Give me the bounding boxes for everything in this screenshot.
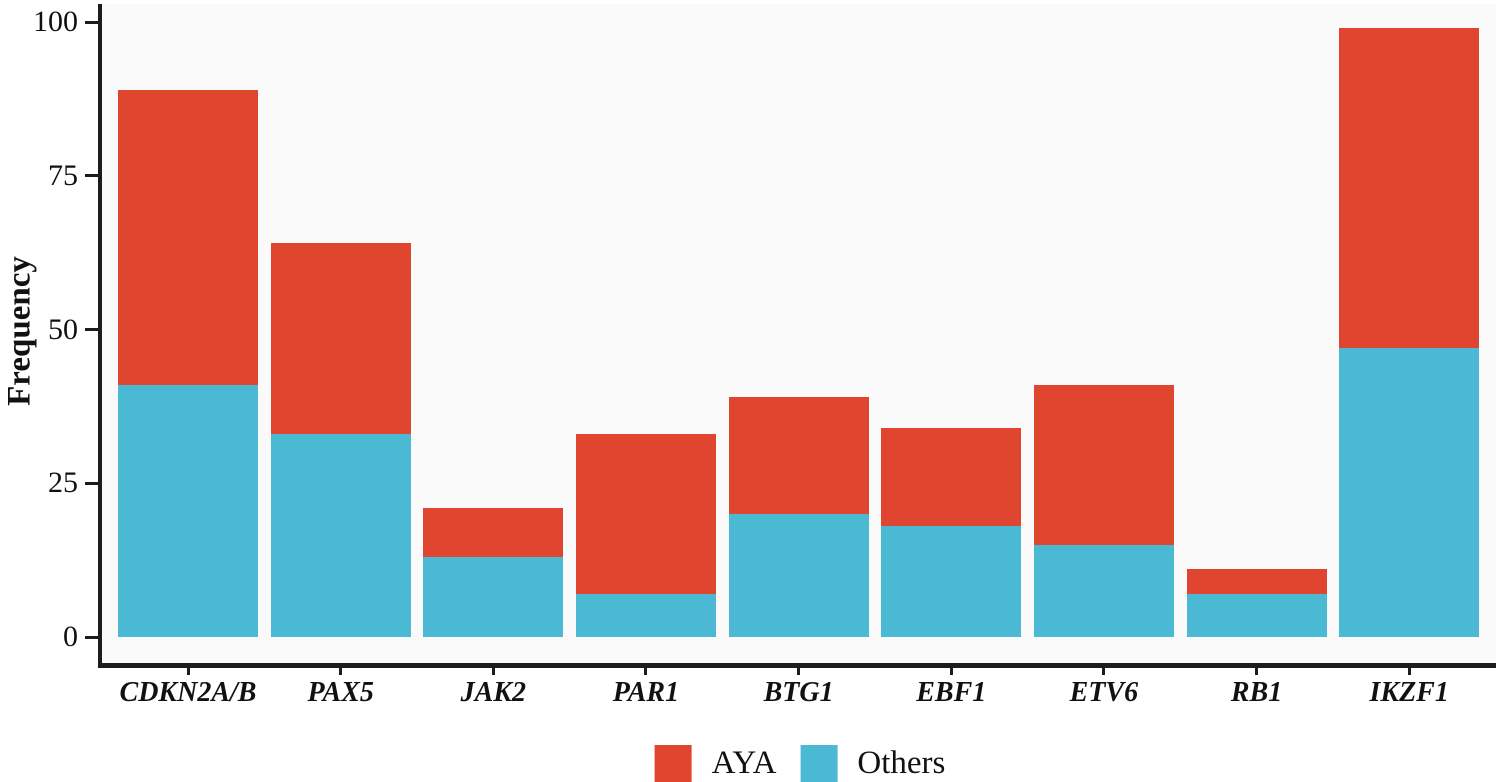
- legend-item-aya: AYA: [654, 745, 777, 782]
- bar-segment-others-pax5: [270, 434, 411, 637]
- aya-legend-label: AYA: [711, 745, 777, 781]
- bar-segment-others-ebf1: [881, 526, 1022, 637]
- y-tick-label: 25: [48, 466, 78, 500]
- x-tick: [797, 664, 801, 675]
- x-tick: [186, 664, 190, 675]
- bar-segment-others-par1: [575, 593, 716, 637]
- bar-segment-others-ikzf1: [1339, 347, 1480, 637]
- x-tick: [1407, 664, 1411, 675]
- y-tick: [85, 20, 98, 24]
- bar-segment-aya-jak2: [423, 507, 564, 558]
- bar-segment-others-rb1: [1186, 593, 1327, 637]
- y-tick-label: 100: [33, 5, 78, 38]
- bar-segment-aya-ikzf1: [1339, 28, 1480, 348]
- bar-segment-others-cdkn2ab: [118, 384, 258, 637]
- x-tick-label: IKZF1: [1369, 677, 1449, 708]
- bar-segment-aya-par1: [575, 434, 716, 594]
- y-tick: [85, 635, 98, 639]
- x-tick: [949, 664, 953, 675]
- bar-segment-aya-btg1: [728, 397, 869, 514]
- x-tick: [491, 664, 495, 675]
- x-tick-label: ETV6: [1069, 677, 1139, 708]
- bar-segment-aya-ebf1: [881, 427, 1022, 527]
- bar-segment-others-jak2: [423, 557, 564, 637]
- legend-item-others: Others: [800, 745, 945, 782]
- x-tick: [1102, 664, 1106, 675]
- x-tick: [644, 664, 648, 675]
- y-tick-label: 75: [48, 158, 78, 192]
- bar-segment-others-etv6: [1033, 544, 1174, 637]
- x-tick: [1255, 664, 1259, 675]
- aya-legend-swatch: [654, 745, 692, 782]
- x-tick-label: PAR1: [612, 677, 680, 708]
- y-tick-label: 0: [63, 620, 78, 653]
- bar-segment-others-btg1: [728, 514, 869, 637]
- y-tick: [85, 328, 98, 331]
- bar-segment-aya-pax5: [270, 243, 411, 435]
- x-tick-label: EBF1: [916, 677, 987, 708]
- bar-segment-aya-etv6: [1033, 384, 1174, 545]
- y-tick: [85, 174, 98, 178]
- others-legend-swatch: [800, 745, 838, 782]
- x-tick-label: RB1: [1230, 677, 1283, 708]
- x-tick: [339, 664, 343, 675]
- legend: AYA Others: [654, 745, 945, 782]
- x-tick-label: CDKN2A/B: [119, 677, 257, 708]
- x-tick-label: JAK2: [460, 677, 526, 708]
- y-tick: [85, 481, 98, 485]
- bar-segment-aya-cdkn2ab: [118, 89, 258, 385]
- y-tick-label: 50: [48, 312, 78, 346]
- x-tick-label: BTG1: [763, 677, 834, 708]
- bar-segment-aya-rb1: [1186, 569, 1327, 594]
- others-legend-label: Others: [857, 745, 946, 781]
- x-tick-label: PAX5: [307, 677, 374, 708]
